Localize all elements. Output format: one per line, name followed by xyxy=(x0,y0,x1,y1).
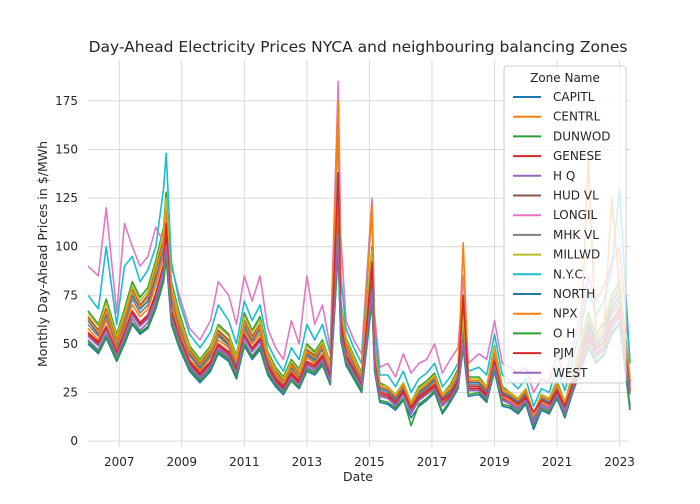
series-line-n-y-c- xyxy=(87,129,631,408)
y-tick-label: 25 xyxy=(63,386,78,400)
y-axis-label: Monthly Day-Ahead Prices in $/MWh xyxy=(35,141,50,367)
legend-label: H Q xyxy=(553,169,575,183)
series-layer xyxy=(87,80,631,431)
y-tick-label: 50 xyxy=(63,337,78,351)
legend-label: GENESE xyxy=(553,149,602,163)
legend: Zone Name CAPITL CENTRL DUNWOD GENESE H Q HUD… xyxy=(503,65,627,384)
legend-label: O H xyxy=(553,326,575,340)
x-tick-label: 2021 xyxy=(542,455,573,469)
legend-label: MILLWD xyxy=(553,248,600,262)
legend-label: NPX xyxy=(553,307,577,321)
legend-label: HUD VL xyxy=(553,189,599,203)
series-line-west xyxy=(87,234,631,425)
x-tick-label: 2023 xyxy=(604,455,635,469)
legend-label: WEST xyxy=(553,366,588,380)
x-tick-label: 2017 xyxy=(417,455,448,469)
legend-label: MHK VL xyxy=(553,228,599,242)
legend-entries: CAPITL CENTRL DUNWOD GENESE H Q HUD VL LONGIL M… xyxy=(513,90,611,380)
legend-box xyxy=(503,65,627,384)
legend-label: LONGIL xyxy=(553,208,598,222)
legend-label: NORTH xyxy=(553,287,595,301)
y-tick-label: 150 xyxy=(55,142,78,156)
x-tick-label: 2007 xyxy=(104,455,135,469)
legend-label: PJM xyxy=(553,346,574,360)
chart-title: Day-Ahead Electricity Prices NYCA and ne… xyxy=(89,38,628,56)
x-tick-label: 2011 xyxy=(229,455,260,469)
x-axis-label: Date xyxy=(343,469,373,484)
x-tick-label: 2019 xyxy=(479,455,510,469)
x-tick-label: 2009 xyxy=(167,455,198,469)
legend-label: DUNWOD xyxy=(553,129,611,143)
legend-label: CAPITL xyxy=(553,90,595,104)
legend-label: CENTRL xyxy=(553,110,601,124)
y-tick-label: 125 xyxy=(55,191,78,205)
y-tick-label: 75 xyxy=(63,288,78,302)
tick-layer: 2007 2009 2011 2013 2015 2017 2019 2021 2023 0 25 5… xyxy=(55,94,635,469)
y-tick-label: 100 xyxy=(55,240,78,254)
legend-label: N.Y.C. xyxy=(553,267,587,281)
y-tick-label: 0 xyxy=(70,434,78,448)
x-tick-label: 2015 xyxy=(354,455,385,469)
legend-title: Zone Name xyxy=(530,71,600,85)
x-tick-label: 2013 xyxy=(292,455,323,469)
y-tick-label: 175 xyxy=(55,94,78,108)
